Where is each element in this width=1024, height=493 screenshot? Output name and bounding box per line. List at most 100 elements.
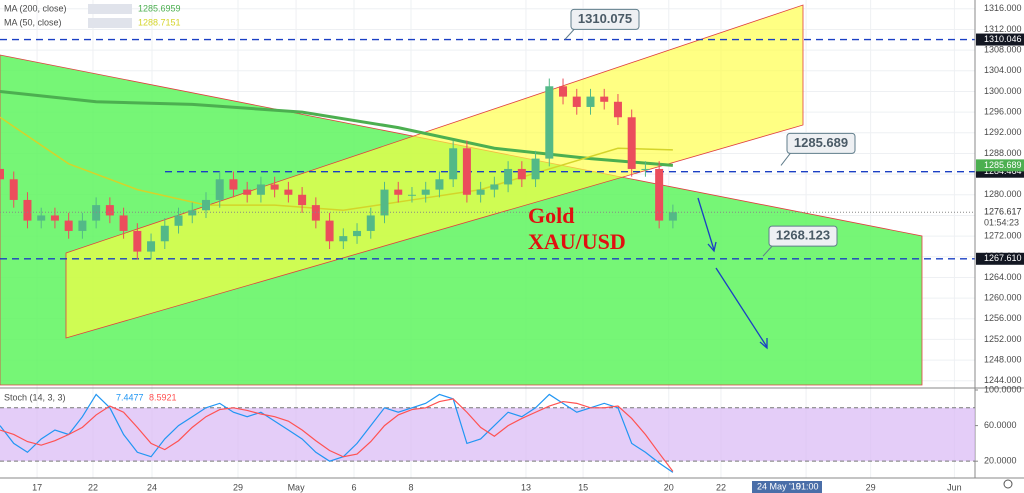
- candle-body: [0, 168, 4, 180]
- candle-body: [256, 184, 265, 195]
- candle-body: [353, 230, 362, 237]
- price-badge-label: 1267.610: [984, 253, 1022, 263]
- x-tick-label: May: [288, 482, 306, 492]
- arrow: [697, 197, 715, 251]
- candle-body: [92, 205, 101, 221]
- candle-body: [380, 189, 389, 216]
- candle-body: [641, 168, 650, 170]
- x-tick-label: Jun: [947, 482, 962, 492]
- y-tick-label: 20.0000: [984, 456, 1017, 466]
- y-tick-label: 1296.000: [984, 106, 1022, 116]
- moving-average: [0, 89, 674, 167]
- candle-body: [23, 199, 32, 221]
- x-tick-label: 29: [233, 482, 243, 492]
- y-tick-label: 1288.000: [984, 148, 1022, 158]
- y-tick-label: 1300.000: [984, 86, 1022, 96]
- candle-body: [572, 96, 581, 107]
- annotation: XAU/USD: [528, 229, 626, 254]
- candle-body: [50, 215, 59, 221]
- legend-value: 8.5921: [149, 392, 177, 402]
- candle-body: [476, 189, 485, 195]
- candle-body: [119, 215, 128, 231]
- legend-value: 1285.6959: [138, 3, 181, 13]
- candle-body: [284, 189, 293, 195]
- arrow-head: [707, 241, 717, 253]
- candle-body: [545, 86, 554, 159]
- candle-body: [531, 158, 540, 180]
- candle-body: [517, 168, 526, 180]
- price-badge-label: 1285.689: [984, 160, 1022, 170]
- y-tick-label: 1308.000: [984, 44, 1022, 54]
- x-tick-label: 15: [578, 482, 588, 492]
- x-tick-label: 6: [352, 482, 357, 492]
- callout-label: 1285.689: [794, 135, 848, 150]
- legend-name: Stoch (14, 3, 3): [4, 392, 66, 402]
- candle-body: [339, 236, 348, 242]
- callout-label: 1268.123: [776, 228, 830, 243]
- main-pane: 1310.075 1285.689 1268.123: [0, 8, 975, 260]
- y-tick-label: 1248.000: [984, 354, 1022, 364]
- candle-body: [394, 189, 403, 195]
- x-tick-label: 22: [88, 482, 98, 492]
- y-tick-label: 1264.000: [984, 272, 1022, 282]
- candle-body: [201, 199, 210, 211]
- y-tick-label: 1260.000: [984, 292, 1022, 302]
- callout-leader: [564, 28, 576, 40]
- settings-icon[interactable]: [1003, 479, 1013, 489]
- legend-name: MA (200, close): [4, 3, 67, 13]
- legend-name: MA (50, close): [4, 17, 62, 27]
- candle-body: [655, 168, 664, 221]
- y-tick-label: 1312.000: [984, 24, 1022, 34]
- legend-value: 1288.7151: [138, 17, 181, 27]
- candle-body: [600, 96, 609, 102]
- price-badge: [976, 33, 1024, 46]
- candle-body: [160, 225, 169, 242]
- callout-label: 1310.075: [578, 11, 632, 26]
- candle-body: [627, 117, 636, 169]
- y-tick-label: 1280.000: [984, 189, 1022, 199]
- y-tick-label: 1252.000: [984, 334, 1022, 344]
- candle-body: [325, 220, 334, 242]
- arrow-head: [759, 338, 768, 350]
- price-badge-label: 1276.617: [984, 207, 1022, 217]
- candle-body: [133, 230, 142, 252]
- stoch-band: [0, 407, 975, 462]
- callout-box: [570, 8, 640, 30]
- price-badge-label: 1310.046: [984, 34, 1022, 44]
- candle-body: [613, 101, 622, 118]
- candle-body: [298, 194, 307, 206]
- legend-button[interactable]: [88, 4, 132, 14]
- callout-leader: [780, 152, 792, 166]
- y-tick-label: 1272.000: [984, 230, 1022, 240]
- y-tick-label: 1304.000: [984, 65, 1022, 75]
- callout-leader: [762, 244, 774, 257]
- candle-body: [215, 179, 224, 200]
- y-tick-label: 1292.000: [984, 127, 1022, 137]
- x-tick-label: 22: [716, 482, 726, 492]
- candle-body: [668, 212, 677, 221]
- y-tick-label: 1316.000: [984, 3, 1022, 13]
- candle-body: [421, 189, 430, 195]
- candle-body: [586, 96, 595, 107]
- candle-body: [435, 179, 444, 190]
- candle-body: [490, 184, 499, 190]
- candle-body: [462, 148, 471, 195]
- x-tick-label: 29: [866, 482, 876, 492]
- countdown: 01:54:23: [984, 218, 1019, 228]
- time-badge: [752, 481, 822, 493]
- candle-body: [243, 189, 252, 195]
- stoch-pane: [0, 389, 978, 473]
- x-tick-label: 20: [664, 482, 674, 492]
- moving-average: [0, 116, 673, 212]
- stoch-line: [0, 398, 674, 472]
- candle-body: [229, 179, 238, 190]
- price-badge: [976, 206, 1024, 229]
- candle-body: [407, 194, 416, 196]
- y-tick-label: 1244.000: [984, 375, 1022, 385]
- x-tick-label: 24: [147, 482, 157, 492]
- y-tick-label: 1256.000: [984, 313, 1022, 323]
- callout-box: [786, 132, 856, 154]
- y-tick-label: 100.0000: [984, 384, 1022, 394]
- legend-button[interactable]: [88, 18, 132, 28]
- candle-body: [9, 179, 18, 200]
